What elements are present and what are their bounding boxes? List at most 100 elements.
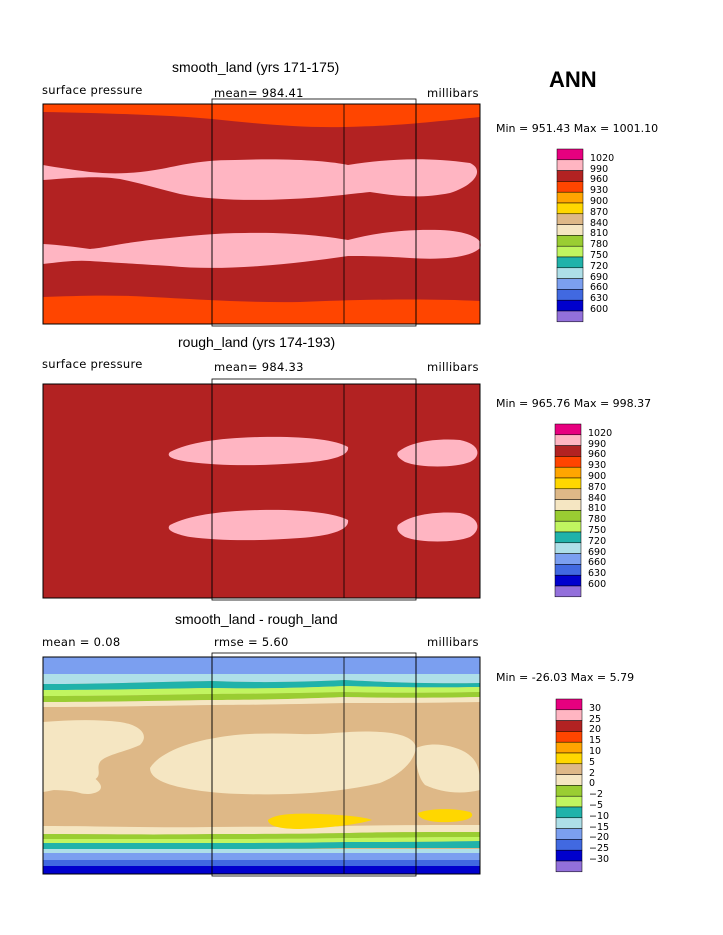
colorbar-swatch: [554, 574, 582, 587]
colorbar-label: 1020: [590, 152, 615, 164]
colorbar-label: 660: [590, 282, 609, 294]
colorbar-label: −5: [589, 800, 604, 811]
colorbar-label: 2: [589, 767, 596, 779]
colorbar-swatch: [554, 542, 582, 554]
colorbar-swatch: [555, 709, 583, 721]
colorbar-swatch: [556, 148, 584, 161]
colorbar-label: 750: [588, 525, 607, 536]
colorbar-label: 840: [588, 492, 607, 504]
panel-3-minmax: Min = -26.03 Max = 5.79: [496, 671, 635, 684]
panel-3-map: [42, 652, 481, 877]
colorbar-swatch: [555, 763, 583, 775]
panel-2-map: [42, 378, 481, 601]
panel-2-right-label: millibars: [427, 360, 479, 374]
colorbar-swatch: [556, 181, 584, 193]
colorbar-label: 630: [590, 293, 609, 305]
panel-3-right-label: millibars: [427, 635, 479, 649]
colorbar-label: 600: [590, 304, 609, 315]
panel-1-minmax: Min = 951.43 Max = 1001.10: [496, 122, 659, 135]
colorbar-swatch: [556, 191, 584, 204]
colorbar-swatch: [554, 499, 582, 511]
panel-2-minmax: Min = 965.76 Max = 998.37: [496, 397, 652, 410]
colorbar-swatch: [556, 278, 584, 290]
panel-2-left-label: surface pressure: [42, 357, 143, 371]
colorbar-label: 960: [590, 174, 609, 186]
panel-1-map: [42, 98, 481, 327]
colorbar-label: 930: [590, 185, 609, 197]
colorbar-swatch: [554, 466, 582, 479]
colorbar-label: 630: [588, 568, 607, 580]
colorbar-label: 930: [588, 460, 607, 472]
colorbar-label: 20: [589, 724, 602, 736]
colorbar-swatch: [556, 235, 584, 247]
colorbar-swatch: [555, 828, 583, 840]
colorbar-swatch: [555, 741, 583, 754]
colorbar-swatch: [556, 170, 584, 182]
colorbar-swatch: [555, 752, 583, 765]
colorbar-swatch: [554, 585, 582, 598]
colorbar-swatch: [556, 299, 584, 312]
panel-1-right-label: millibars: [427, 86, 479, 100]
colorbar-swatch: [556, 245, 584, 258]
colorbar-label: 25: [589, 713, 602, 725]
colorbar-label: 990: [588, 438, 607, 450]
colorbar-label: 840: [590, 217, 609, 229]
colorbar-label: 780: [590, 239, 609, 251]
colorbar-label: −20: [589, 832, 610, 844]
colorbar-swatch: [555, 806, 583, 819]
colorbar-label: 990: [590, 163, 609, 175]
colorbar-swatch: [556, 256, 584, 269]
panel-3-colorbar: [555, 698, 583, 873]
colorbar-label: 810: [588, 503, 607, 515]
colorbar-swatch: [554, 553, 582, 565]
colorbar-label: 720: [588, 535, 607, 547]
colorbar-swatch: [554, 423, 582, 436]
colorbar-label: 1020: [588, 427, 613, 439]
season-label: ANN: [549, 67, 597, 92]
panel-1-center-label: mean= 984.41: [214, 86, 304, 100]
panel-1-title: smooth_land (yrs 171-175): [172, 59, 340, 75]
colorbar-label: 5: [589, 756, 596, 768]
colorbar-swatch: [555, 860, 583, 873]
colorbar-swatch: [554, 520, 582, 533]
panel-1-colorbar: [556, 148, 584, 323]
colorbar-swatch: [555, 785, 583, 797]
colorbar-label: 15: [589, 735, 602, 747]
colorbar-swatch: [555, 774, 583, 786]
colorbar-label: 870: [588, 481, 607, 493]
colorbar-swatch: [554, 445, 582, 457]
colorbar-label: 690: [588, 546, 607, 558]
colorbar-label: 900: [590, 196, 609, 207]
colorbar-swatch: [555, 817, 583, 829]
colorbar-swatch: [555, 839, 583, 851]
colorbar-label: 960: [588, 449, 607, 461]
colorbar-label: 30: [589, 702, 602, 714]
panel-3-left-label: mean = 0.08: [42, 635, 121, 649]
colorbar-label: 810: [590, 228, 609, 240]
colorbar-swatch: [554, 488, 582, 500]
panel-2-title: rough_land (yrs 174-193): [178, 334, 336, 350]
colorbar-label: −10: [589, 810, 610, 822]
colorbar-label: −25: [589, 843, 610, 855]
colorbar-swatch: [555, 795, 583, 808]
colorbar-swatch: [556, 159, 584, 171]
colorbar-swatch: [554, 477, 582, 490]
colorbar-swatch: [554, 510, 582, 522]
colorbar-label: −30: [589, 854, 610, 865]
colorbar-swatch: [554, 531, 582, 544]
colorbar-swatch: [554, 564, 582, 576]
colorbar-swatch: [554, 456, 582, 468]
colorbar-swatch: [555, 720, 583, 732]
colorbar-label: 870: [590, 206, 609, 218]
colorbar-label: 720: [590, 260, 609, 272]
colorbar-swatch: [556, 202, 584, 215]
colorbar-swatch: [555, 849, 583, 862]
panel-2-colorbar: [554, 423, 582, 598]
panel-3-title: smooth_land - rough_land: [175, 611, 338, 627]
colorbar-label: 10: [589, 746, 602, 757]
panel-2-center-label: mean= 984.33: [214, 360, 304, 374]
colorbar-swatch: [554, 434, 582, 446]
colorbar-label: 660: [588, 557, 607, 569]
colorbar-label: 600: [588, 579, 607, 590]
